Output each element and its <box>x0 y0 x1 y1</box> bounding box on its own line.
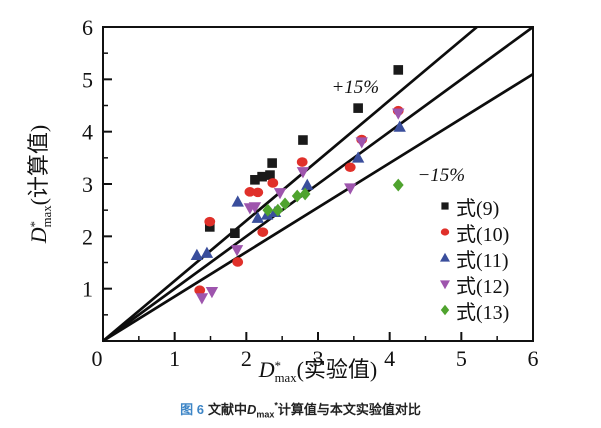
circle-legend-icon <box>440 228 450 236</box>
triangle-down-marker <box>205 287 219 299</box>
square-marker <box>298 135 308 145</box>
triangle-up-marker <box>301 178 314 190</box>
legend-item: 式(10) <box>437 219 510 246</box>
y-axis-label: D * max (计算值) <box>21 124 55 244</box>
diamond-marker <box>291 189 303 203</box>
triangle-down-marker <box>195 293 209 305</box>
diamond-marker <box>272 203 284 217</box>
square-marker <box>257 171 267 182</box>
diamond-marker <box>262 203 274 217</box>
x-axis-sub: max <box>274 371 297 386</box>
circle-marker <box>194 285 206 296</box>
square-marker <box>267 158 277 168</box>
figure-caption: 图 6 文献中Dmax*计算值与本文实验值对比 <box>0 399 601 420</box>
annotation-label: +15% <box>331 77 379 98</box>
legend-label: 式(11) <box>456 249 509 272</box>
diamond-legend-icon <box>440 304 450 316</box>
y-axis-unit: (计算值) <box>25 124 51 206</box>
legend-item: 式(11) <box>437 245 509 272</box>
x-tick-label: 6 <box>528 346 539 371</box>
x-axis-label: D * max (实验值) <box>103 352 533 386</box>
x-axis-sup: * <box>274 359 282 374</box>
caption-figure-number: 图 6 <box>180 402 204 417</box>
x-axis-symbol: D <box>258 357 275 382</box>
legend-label: 式(10) <box>456 223 510 246</box>
diamond-marker <box>440 304 450 316</box>
triangle-down-marker <box>230 245 244 257</box>
y-tick-label: 4 <box>82 120 93 145</box>
square-legend-icon <box>441 202 449 210</box>
x-tick-label: 2 <box>241 346 252 371</box>
circle-marker <box>252 187 264 198</box>
circle-marker <box>267 178 279 188</box>
circle-marker <box>440 228 450 236</box>
circle-marker <box>257 227 269 237</box>
circle-marker <box>296 157 308 167</box>
triangle-up-legend-icon <box>440 252 450 262</box>
triangle-up-marker <box>200 246 214 258</box>
triangle-up-marker <box>251 211 264 223</box>
caption-sup: * <box>274 400 278 411</box>
triangle-down-marker <box>355 137 368 149</box>
legend: 式(9) 式(10) 式(11) 式(12) 式(13) <box>437 193 510 324</box>
square-marker <box>265 170 275 180</box>
legend-label: 式(12) <box>456 275 510 298</box>
diamond-marker <box>299 187 311 201</box>
x-tick-label: 1 <box>169 346 180 371</box>
legend-item: 式(13) <box>437 297 510 324</box>
legend-label: 式(13) <box>456 301 510 324</box>
reference-line-one-to-one <box>102 25 534 343</box>
triangle-up-marker <box>440 252 450 262</box>
legend-item: 式(9) <box>437 193 509 220</box>
triangle-up-marker <box>351 151 365 163</box>
legend-label: 式(9) <box>456 197 500 220</box>
y-tick-label: 3 <box>82 172 93 197</box>
triangle-down-marker <box>392 108 405 120</box>
circle-marker <box>204 216 216 227</box>
x-tick-label: 3 <box>313 346 324 371</box>
x-axis-unit: (实验值) <box>296 357 378 382</box>
y-tick-label: 6 <box>82 15 93 40</box>
y-tick-label: 5 <box>82 67 93 92</box>
triangle-up-marker <box>190 248 204 260</box>
triangle-down-legend-icon <box>440 280 450 290</box>
square-marker <box>353 103 363 113</box>
y-tick-label: 2 <box>82 224 93 249</box>
circle-marker <box>344 162 356 173</box>
reference-line-minus-15-percent <box>102 72 534 343</box>
circle-marker <box>244 187 256 197</box>
circle-marker <box>232 257 244 267</box>
square-marker <box>204 222 215 232</box>
annotation-label: −15% <box>417 165 465 186</box>
reference-line-plus-15-percent <box>102 25 478 343</box>
caption-prefix: 文献中 <box>207 402 247 417</box>
x-tick-label: 0 <box>92 346 103 371</box>
legend-item: 式(12) <box>437 271 510 298</box>
square-marker <box>250 175 260 185</box>
y-axis-sub: max <box>40 205 55 228</box>
x-tick-label: 4 <box>384 346 395 371</box>
x-tick-label: 5 <box>456 346 467 371</box>
diamond-marker <box>392 178 404 192</box>
triangle-down-marker <box>440 280 450 290</box>
y-tick-label: 1 <box>82 277 93 302</box>
triangle-up-marker <box>393 120 406 132</box>
triangle-down-marker <box>344 183 357 195</box>
square-marker <box>441 202 449 210</box>
y-axis-symbol: D <box>25 227 51 244</box>
triangle-down-marker <box>296 167 310 179</box>
caption-sub: max <box>256 409 275 420</box>
triangle-down-marker <box>273 188 287 200</box>
caption-suffix: 计算值与本文实验值对比 <box>277 402 421 417</box>
triangle-down-marker <box>248 202 262 214</box>
triangle-up-marker <box>231 195 244 207</box>
square-marker <box>393 65 404 75</box>
square-marker <box>230 228 240 238</box>
caption-symbol: D <box>246 402 257 417</box>
diamond-marker <box>279 197 291 211</box>
